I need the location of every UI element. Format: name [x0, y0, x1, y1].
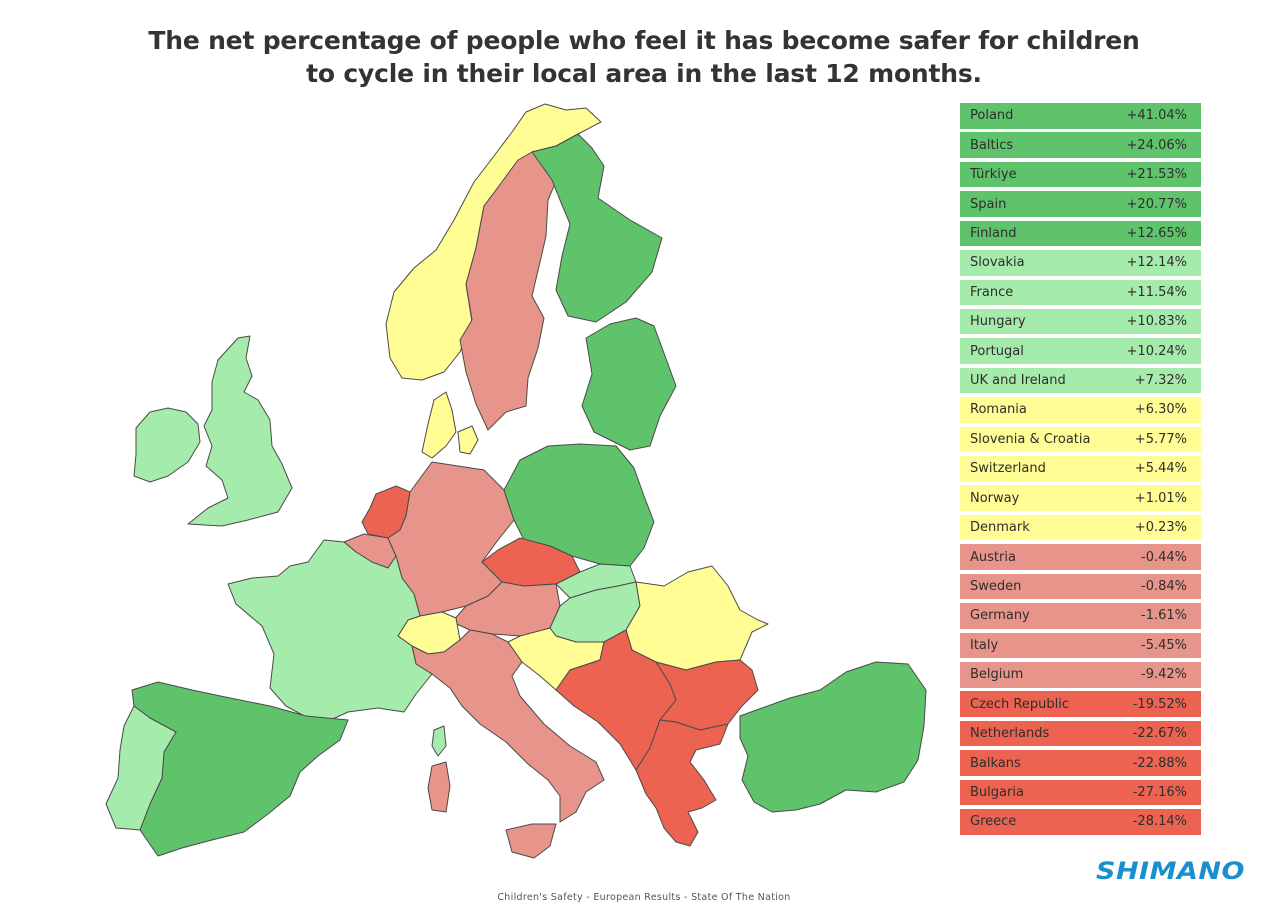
legend-region-value: -22.67%: [1132, 726, 1187, 742]
region-denmark: [421, 391, 457, 459]
legend-region-value: +41.04%: [1126, 108, 1187, 124]
legend-region-value: +24.06%: [1126, 137, 1187, 153]
legend-region-name: Bulgaria: [970, 784, 1024, 800]
legend-region-value: +11.54%: [1126, 284, 1187, 300]
legend-region-value: +10.83%: [1126, 314, 1187, 330]
legend-row: Sweden -0.84%: [960, 573, 1201, 600]
legend-region-value: -22.88%: [1132, 755, 1187, 771]
legend-region-name: Denmark: [970, 520, 1030, 536]
legend-row: Greece -28.14%: [960, 809, 1201, 835]
footer-caption: Children's Safety - European Results - S…: [497, 892, 791, 903]
shimano-logo: SHIMANO: [1096, 857, 1245, 886]
legend-row: Netherlands -22.67%: [960, 720, 1201, 747]
region-denmark-islands: [457, 425, 479, 455]
legend-region-name: UK and Ireland: [970, 373, 1066, 389]
legend-region-name: Switzerland: [970, 461, 1046, 477]
legend-region-name: Slovenia & Croatia: [970, 431, 1091, 447]
legend-row: Denmark +0.23%: [960, 514, 1201, 541]
legend-row: Balkans -22.88%: [960, 750, 1201, 776]
legend-row: Belgium -9.42%: [960, 662, 1201, 688]
legend-row: Slovakia +12.14%: [960, 250, 1201, 276]
legend-row: Norway +1.01%: [960, 485, 1201, 511]
legend-region-value: +12.65%: [1126, 225, 1187, 241]
legend-row: Poland +41.04%: [960, 103, 1201, 129]
legend-region-value: +6.30%: [1134, 402, 1187, 418]
region-italy: [411, 629, 605, 823]
legend-row: Germany -1.61%: [960, 603, 1201, 629]
legend-region-value: -27.16%: [1132, 784, 1187, 800]
legend-region-name: Spain: [970, 196, 1007, 212]
region-sardinia: [427, 761, 451, 813]
page-title: The net percentage of people who feel it…: [120, 24, 1168, 90]
region-turkiye: [739, 661, 927, 813]
legend-region-value: -0.84%: [1141, 579, 1187, 594]
legend-region-name: Türkiye: [970, 167, 1017, 183]
legend-region-value: -0.44%: [1141, 549, 1187, 565]
legend-region-name: Portugal: [970, 343, 1024, 359]
legend-row: Baltics +24.06%: [960, 132, 1201, 158]
legend-region-value: +1.01%: [1134, 490, 1187, 506]
legend-region-value: -5.45%: [1141, 637, 1187, 653]
legend-region-name: Italy: [970, 637, 999, 653]
legend-row: Italy -5.45%: [960, 632, 1201, 659]
legend-region-name: France: [970, 284, 1014, 300]
region-sweden: [459, 145, 561, 431]
region-greece: [635, 719, 729, 847]
legend-region-name: Balkans: [970, 755, 1021, 771]
legend-region-value: -9.42%: [1141, 667, 1187, 683]
legend-row: France +11.54%: [960, 279, 1201, 306]
legend-region-name: Romania: [970, 402, 1027, 418]
region-portugal: [105, 705, 177, 831]
legend-row: Slovenia & Croatia +5.77%: [960, 426, 1201, 453]
legend-region-name: Belgium: [970, 667, 1024, 683]
legend-region-value: +10.24%: [1126, 343, 1187, 359]
legend-region-name: Czech Republic: [970, 696, 1069, 712]
region-finland: [531, 133, 663, 323]
legend-region-value: +0.23%: [1134, 520, 1187, 536]
region-bulgaria: [655, 659, 759, 731]
legend-region-value: +7.32%: [1134, 373, 1187, 389]
region-romania: [625, 565, 769, 671]
legend-row: Hungary +10.83%: [960, 308, 1201, 335]
legend-row: Spain +20.77%: [960, 191, 1201, 217]
legend-region-name: Hungary: [970, 314, 1026, 330]
region-france: [227, 539, 433, 723]
legend-region-value: -28.14%: [1132, 814, 1187, 830]
legend-row: Portugal +10.24%: [960, 338, 1201, 364]
legend-region-name: Norway: [970, 490, 1020, 506]
region-sicily: [505, 823, 557, 859]
legend-region-value: +5.44%: [1134, 461, 1187, 477]
title-line-1: The net percentage of people who feel it…: [148, 26, 1140, 55]
title-line-2: to cycle in their local area in the last…: [306, 59, 982, 88]
legend-region-name: Netherlands: [970, 726, 1050, 742]
legend-region-name: Sweden: [970, 579, 1022, 594]
legend: Poland +41.04% Baltics +24.06% Türkiye +21.53…: [960, 103, 1201, 839]
legend-region-name: Finland: [970, 225, 1017, 241]
legend-region-value: -1.61%: [1141, 608, 1187, 624]
legend-row: Romania +6.30%: [960, 397, 1201, 423]
legend-row: Finland +12.65%: [960, 220, 1201, 247]
legend-row: Czech Republic -19.52%: [960, 691, 1201, 717]
region-corsica: [431, 725, 447, 757]
legend-region-value: -19.52%: [1132, 696, 1187, 712]
europe-map: [105, 103, 927, 859]
legend-region-name: Greece: [970, 814, 1017, 830]
legend-region-value: +20.77%: [1126, 196, 1187, 212]
legend-row: UK and Ireland +7.32%: [960, 367, 1201, 394]
legend-row: Bulgaria -27.16%: [960, 779, 1201, 806]
legend-region-name: Slovakia: [970, 255, 1025, 271]
legend-region-name: Poland: [970, 108, 1014, 124]
legend-region-name: Germany: [970, 608, 1030, 624]
legend-region-name: Austria: [970, 549, 1016, 565]
legend-region-value: +21.53%: [1126, 167, 1187, 183]
region-uk: [187, 335, 293, 527]
legend-region-name: Baltics: [970, 137, 1014, 153]
legend-region-value: +5.77%: [1134, 431, 1187, 447]
legend-row: Türkiye +21.53%: [960, 161, 1201, 188]
legend-row: Austria -0.44%: [960, 544, 1201, 570]
region-ireland: [133, 407, 201, 483]
region-baltics: [581, 317, 677, 451]
legend-row: Switzerland +5.44%: [960, 456, 1201, 482]
legend-region-value: +12.14%: [1126, 255, 1187, 271]
